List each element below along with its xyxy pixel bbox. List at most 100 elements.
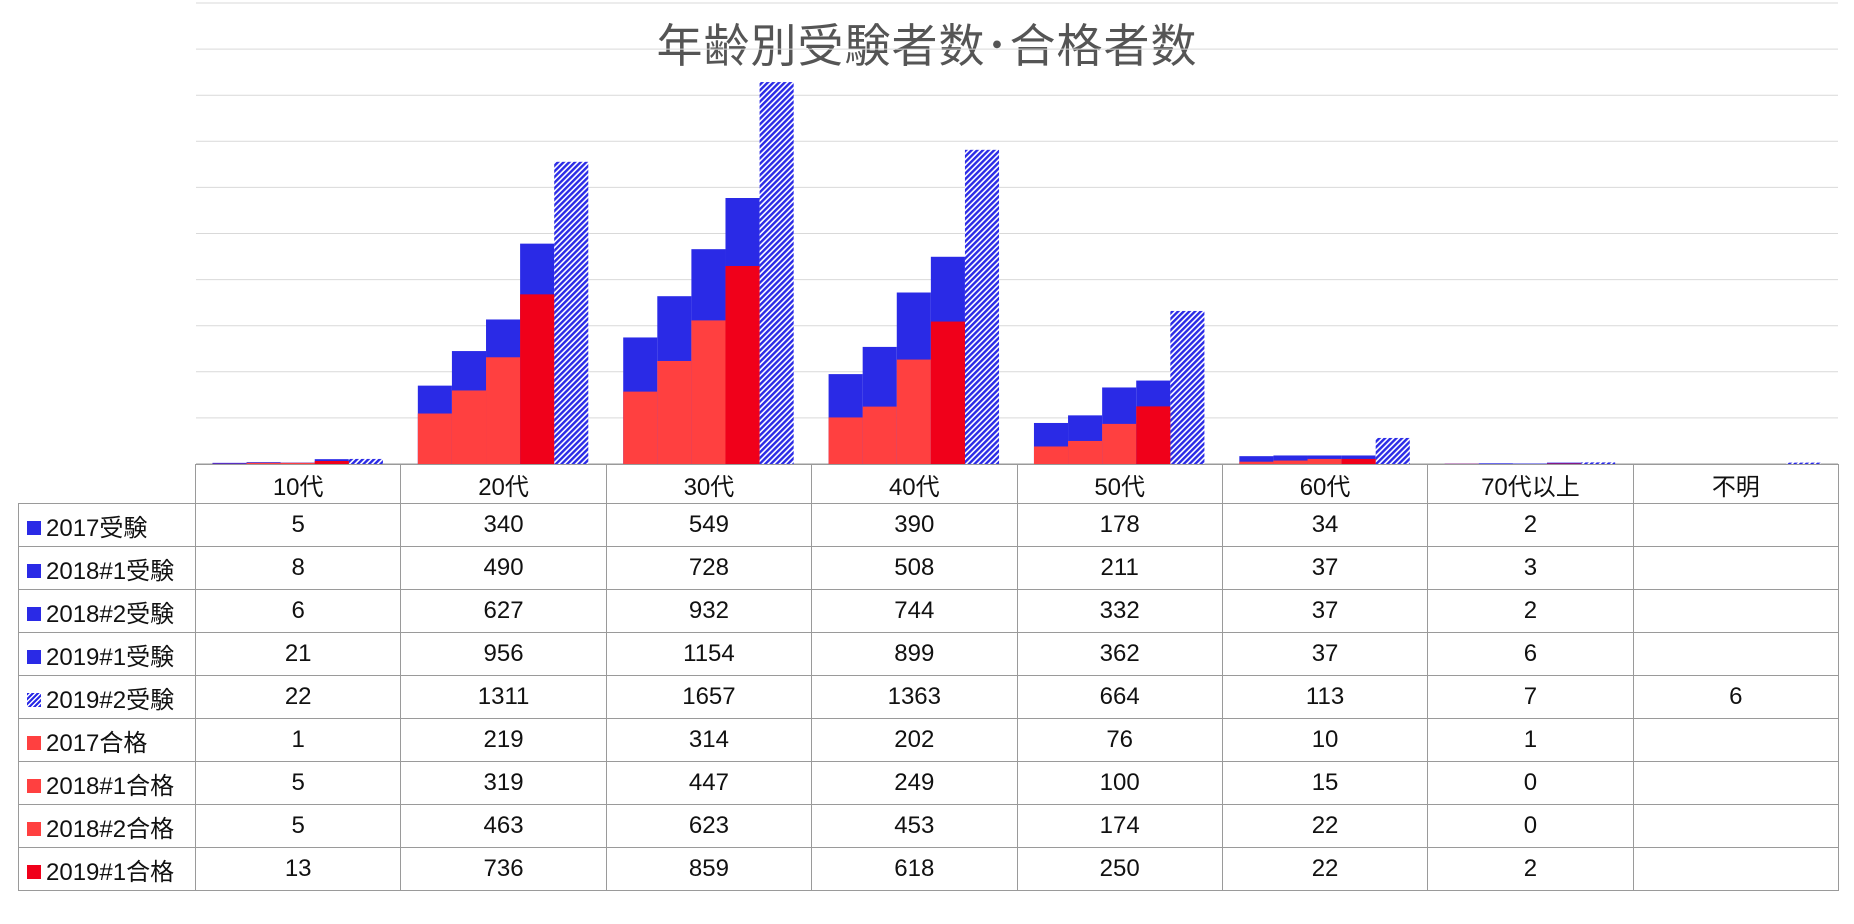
data-label: 1657 bbox=[605, 675, 813, 719]
data-label: 1 bbox=[194, 718, 402, 762]
bar-2019#1合格-10代 bbox=[314, 461, 349, 464]
data-label: 319 bbox=[400, 761, 607, 805]
legend-swatch bbox=[27, 649, 41, 664]
data-label: 490 bbox=[400, 546, 607, 590]
chart-title: 年齢別受験者数･合格者数 bbox=[656, 19, 1198, 73]
category-label: 50代 bbox=[1016, 464, 1223, 504]
legend-swatch bbox=[27, 520, 41, 535]
series-name: 2017合格 bbox=[46, 729, 148, 757]
bar-2018#1合格-50代 bbox=[1068, 440, 1103, 464]
bar-2017受験-10代 bbox=[212, 462, 247, 464]
table-header-row: 10代 20代 30代 40代 50代 60代 70代以上 不明 bbox=[18, 464, 1840, 504]
data-label: 340 bbox=[400, 503, 607, 547]
data-label: 211 bbox=[1016, 546, 1223, 590]
bar-2019#1合格-60代 bbox=[1341, 458, 1376, 464]
series-name: 2018#1合格 bbox=[46, 772, 175, 800]
table-row: 2018#1受験 8 490 728 508 211 37 3 bbox=[18, 546, 1840, 590]
table-row: 2018#2受験 6 627 932 744 332 37 2 bbox=[18, 589, 1840, 633]
series-name: 2019#1受験 bbox=[46, 643, 175, 671]
table-row: 2018#1合格 5 319 447 249 100 15 0 bbox=[18, 761, 1840, 805]
data-label bbox=[1632, 718, 1840, 762]
series-legend-cell: 2018#1合格 bbox=[18, 761, 196, 805]
bar-2019#2受験-不明 bbox=[1786, 462, 1821, 464]
data-label: 2 bbox=[1427, 847, 1634, 891]
data-label: 0 bbox=[1427, 804, 1634, 848]
data-label: 22 bbox=[1221, 804, 1429, 848]
bar-2019#2受験-60代 bbox=[1375, 437, 1410, 464]
category-label: 20代 bbox=[400, 464, 607, 504]
bar-2018#2合格-60代 bbox=[1307, 458, 1342, 464]
data-label: 15 bbox=[1221, 761, 1429, 805]
data-label: 3 bbox=[1427, 546, 1634, 590]
data-label: 37 bbox=[1221, 589, 1429, 633]
bar-2018#1合格-40代 bbox=[862, 406, 897, 464]
category-label: 30代 bbox=[605, 464, 813, 504]
bar-2018#1受験-60代 bbox=[1273, 455, 1308, 464]
data-label bbox=[1632, 632, 1840, 676]
table-row: 2017受験 5 340 549 390 178 34 2 bbox=[18, 503, 1840, 547]
data-label bbox=[1632, 847, 1840, 891]
data-label: 37 bbox=[1221, 546, 1429, 590]
bar-2019#1合格-20代 bbox=[520, 294, 555, 464]
bar-2019#2受験-30代 bbox=[759, 82, 794, 464]
bar-2018#1合格-60代 bbox=[1273, 460, 1308, 464]
bar-2018#1合格-30代 bbox=[657, 360, 692, 464]
data-label: 332 bbox=[1016, 589, 1223, 633]
bar-2018#2合格-30代 bbox=[691, 320, 726, 464]
data-label: 728 bbox=[605, 546, 813, 590]
data-table: 10代 20代 30代 40代 50代 60代 70代以上 不明 2017受験 5 340 549 39… bbox=[18, 464, 1840, 891]
series-name: 2018#2受験 bbox=[46, 600, 175, 628]
data-label: 932 bbox=[605, 589, 813, 633]
data-label: 249 bbox=[811, 761, 1018, 805]
data-label: 6 bbox=[1427, 632, 1634, 676]
data-label: 623 bbox=[605, 804, 813, 848]
legend-swatch bbox=[27, 864, 41, 879]
table-row: 2017合格 1 219 314 202 76 10 1 bbox=[18, 718, 1840, 762]
data-label: 21 bbox=[194, 632, 402, 676]
data-label bbox=[1632, 804, 1840, 848]
bar-2018#2合格-40代 bbox=[896, 359, 931, 464]
series-legend-cell: 2019#2受験 bbox=[18, 675, 196, 719]
bar-2018#2合格-20代 bbox=[486, 357, 521, 464]
data-label: 202 bbox=[811, 718, 1018, 762]
data-label: 1363 bbox=[811, 675, 1018, 719]
data-label: 447 bbox=[605, 761, 813, 805]
data-label bbox=[1632, 761, 1840, 805]
legend-swatch bbox=[27, 606, 41, 621]
bar-2019#2受験-50代 bbox=[1170, 310, 1205, 464]
table-row: 2019#1合格 13 736 859 618 250 22 2 bbox=[18, 847, 1840, 891]
data-label: 463 bbox=[400, 804, 607, 848]
data-label bbox=[1632, 589, 1840, 633]
bar-2019#2受験-40代 bbox=[964, 149, 1000, 464]
data-label: 100 bbox=[1016, 761, 1223, 805]
data-label: 390 bbox=[811, 503, 1018, 547]
legend-swatch bbox=[27, 778, 41, 793]
data-label: 736 bbox=[400, 847, 607, 891]
series-legend-cell: 2018#2合格 bbox=[18, 804, 196, 848]
bar-2017合格-30代 bbox=[623, 391, 658, 464]
legend-swatch bbox=[27, 735, 41, 750]
data-label: 627 bbox=[400, 589, 607, 633]
data-label: 0 bbox=[1427, 761, 1634, 805]
data-label: 8 bbox=[194, 546, 402, 590]
data-label: 22 bbox=[1221, 847, 1429, 891]
series-legend-cell: 2017合格 bbox=[18, 718, 196, 762]
data-label: 113 bbox=[1221, 675, 1429, 719]
table-corner bbox=[18, 464, 196, 504]
bar-2017合格-60代 bbox=[1239, 461, 1274, 464]
bar-2019#2受験-20代 bbox=[554, 161, 589, 464]
bar-2017合格-40代 bbox=[828, 417, 863, 464]
data-label: 508 bbox=[811, 546, 1018, 590]
data-label: 5 bbox=[194, 804, 402, 848]
data-label: 1311 bbox=[400, 675, 607, 719]
data-label: 178 bbox=[1016, 503, 1223, 547]
series-name: 2018#1受験 bbox=[46, 557, 175, 585]
data-label: 453 bbox=[811, 804, 1018, 848]
data-label: 13 bbox=[194, 847, 402, 891]
bar-2019#1合格-40代 bbox=[930, 321, 965, 464]
table-row: 2019#2受験 22 1311 1657 1363 664 113 7 6 bbox=[18, 675, 1840, 719]
data-label bbox=[1632, 546, 1840, 590]
data-label: 2 bbox=[1427, 503, 1634, 547]
table-row: 2019#1受験 21 956 1154 899 362 37 6 bbox=[18, 632, 1840, 676]
table-row: 2018#2合格 5 463 623 453 174 22 0 bbox=[18, 804, 1840, 848]
